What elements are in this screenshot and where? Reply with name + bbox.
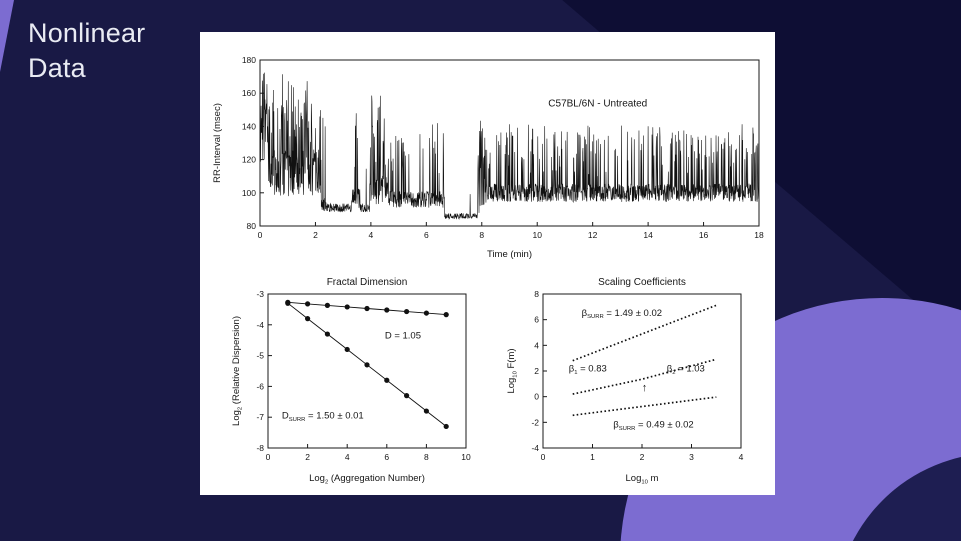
svg-text:160: 160	[242, 88, 256, 98]
svg-text:βSURR = 1.49 ± 0.02: βSURR = 1.49 ± 0.02	[582, 308, 662, 320]
svg-text:2: 2	[534, 366, 539, 376]
svg-text:Fractal Dimension: Fractal Dimension	[327, 277, 408, 288]
svg-text:Scaling Coefficients: Scaling Coefficients	[598, 277, 686, 288]
svg-text:D = 1.05: D = 1.05	[385, 331, 421, 342]
svg-text:10: 10	[532, 230, 542, 240]
svg-text:4: 4	[534, 340, 539, 350]
svg-text:0: 0	[541, 452, 546, 462]
svg-text:βSURR = 0.49 ± 0.02: βSURR = 0.49 ± 0.02	[613, 419, 693, 431]
svg-text:0: 0	[266, 452, 271, 462]
svg-text:Log2 (Relative Dispersion): Log2 (Relative Dispersion)	[231, 316, 243, 426]
accent-triangle-decoration	[0, 0, 14, 72]
svg-text:180: 180	[242, 55, 256, 65]
svg-text:10: 10	[461, 452, 471, 462]
svg-text:100: 100	[242, 188, 256, 198]
svg-text:Log10 m: Log10 m	[626, 473, 659, 485]
svg-text:0: 0	[534, 392, 539, 402]
svg-text:14: 14	[643, 230, 653, 240]
svg-text:2: 2	[640, 452, 645, 462]
svg-text:4: 4	[345, 452, 350, 462]
svg-text:2: 2	[305, 452, 310, 462]
svg-text:-8: -8	[256, 443, 264, 453]
svg-text:120: 120	[242, 155, 256, 165]
figure-panel: 0 2 4 6 8 10 12 14 16 18 80 100 120 140 160 180 Time (mi…	[200, 32, 775, 495]
svg-text:8: 8	[424, 452, 429, 462]
svg-text:18: 18	[754, 230, 764, 240]
slide-title: Nonlinear Data	[28, 18, 146, 84]
svg-text:4: 4	[369, 230, 374, 240]
rr-interval-chart: 0 2 4 6 8 10 12 14 16 18 80 100 120 140 160 180 Time (mi…	[200, 48, 775, 262]
svg-text:-4: -4	[256, 320, 264, 330]
svg-text:1: 1	[590, 452, 595, 462]
svg-text:12: 12	[588, 230, 598, 240]
svg-text:DSURR = 1.50 ± 0.01: DSURR = 1.50 ± 0.01	[282, 411, 364, 423]
svg-text:3: 3	[689, 452, 694, 462]
svg-text:↑: ↑	[642, 382, 648, 394]
svg-text:RR-Interval (msec): RR-Interval (msec)	[212, 103, 223, 183]
svg-text:0: 0	[258, 230, 263, 240]
svg-text:6: 6	[384, 452, 389, 462]
svg-text:-2: -2	[531, 417, 539, 427]
svg-text:4: 4	[739, 452, 744, 462]
svg-text:16: 16	[699, 230, 709, 240]
svg-text:2: 2	[313, 230, 318, 240]
svg-text:-4: -4	[531, 443, 539, 453]
svg-text:Time (min): Time (min)	[487, 249, 532, 260]
svg-text:Log2 (Aggregation Number): Log2 (Aggregation Number)	[309, 473, 425, 485]
svg-text:β1 = 0.83: β1 = 0.83	[569, 364, 607, 376]
svg-text:β2 = 1.03: β2 = 1.03	[667, 364, 705, 376]
scaling-coefficients-chart: 0 1 2 3 4 8 6 4 2 0 -2 -4 Scaling Coefficients Log10 …	[503, 272, 755, 486]
svg-text:6: 6	[424, 230, 429, 240]
svg-text:-5: -5	[256, 351, 264, 361]
svg-text:8: 8	[479, 230, 484, 240]
fractal-dimension-chart: 0 2 4 6 8 10 -3 -4 -5 -6 -7 -8 Fractal Dimension Log2…	[228, 272, 480, 486]
svg-text:-6: -6	[256, 381, 264, 391]
svg-text:-7: -7	[256, 412, 264, 422]
svg-text:Log10 F(m): Log10 F(m)	[506, 348, 518, 393]
svg-text:6: 6	[534, 315, 539, 325]
svg-text:80: 80	[247, 221, 257, 231]
svg-text:8: 8	[534, 289, 539, 299]
svg-text:C57BL/6N - Untreated: C57BL/6N - Untreated	[548, 98, 647, 109]
svg-text:-3: -3	[256, 289, 264, 299]
svg-text:140: 140	[242, 121, 256, 131]
